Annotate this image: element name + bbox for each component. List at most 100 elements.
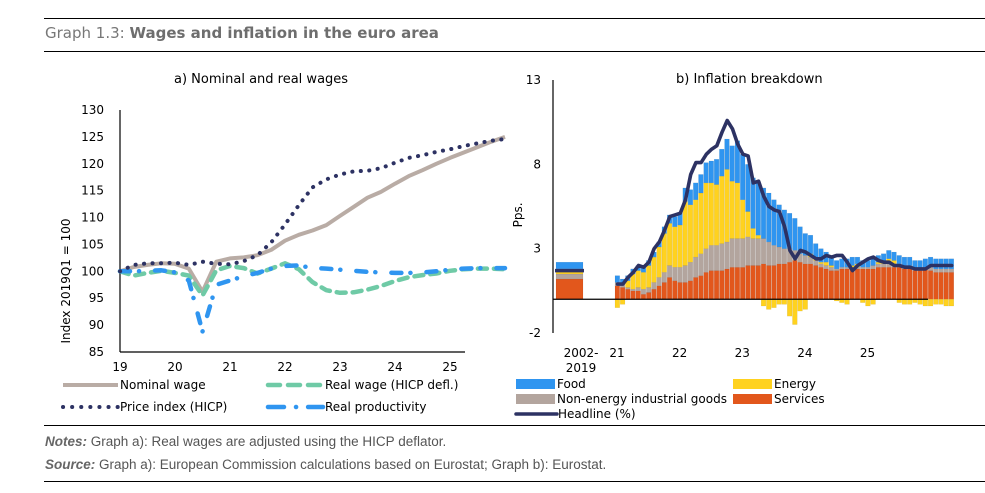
- chart-b-bar-services: [771, 265, 777, 300]
- chart-b-bar-non-energy-industrial-goods: [933, 268, 939, 273]
- chart-b-bar-non-energy-industrial-goods: [948, 268, 955, 273]
- chart-b-bar-food: [802, 233, 808, 256]
- chart-b-bar-services: [849, 268, 855, 300]
- chart-a-y-tick-label: 105: [81, 237, 104, 251]
- chart-b-baseline-bar-services: [555, 278, 584, 300]
- chart-b-bar-services: [687, 280, 694, 300]
- chart-a-legend-label: Real productivity: [325, 400, 426, 414]
- chart-b-bar-services: [938, 272, 944, 300]
- chart-b-bar-energy: [828, 265, 834, 268]
- top-rule: [44, 18, 985, 19]
- source-text: Graph a): European Commission calculatio…: [95, 457, 607, 472]
- chart-b-bar-services: [912, 270, 918, 300]
- chart-b-bar-non-energy-industrial-goods: [672, 267, 678, 281]
- chart-b-bar-energy: [703, 182, 709, 249]
- chart-b-bar-services: [881, 267, 887, 300]
- source-label: Source:: [45, 457, 96, 472]
- chart-b-bar-food: [672, 216, 678, 227]
- chart-b-bar-non-energy-industrial-goods: [713, 245, 720, 271]
- chart-b-legend-label: Food: [557, 377, 586, 391]
- chart-b-bar-services: [708, 270, 714, 300]
- chart-b-legend-swatch: [733, 394, 772, 404]
- chart-b-bar-energy: [917, 299, 923, 305]
- chart-b-bar-non-energy-industrial-goods: [687, 261, 694, 281]
- chart-b-bar-non-energy-industrial-goods: [813, 260, 819, 266]
- chart-b-bar-food: [760, 187, 767, 239]
- chart-b-x-tick-label: 23: [735, 346, 750, 360]
- chart-a-legend-label: Nominal wage: [120, 378, 206, 392]
- chart-b-legend-label: Non-energy industrial goods: [557, 392, 727, 406]
- chart-b-bar-energy: [818, 261, 824, 265]
- chart-b-bar-services: [766, 265, 772, 300]
- chart-b-bar-food: [719, 148, 725, 177]
- chart-b-bar-services: [896, 267, 902, 300]
- chart-b-bar-non-energy-industrial-goods: [766, 241, 772, 266]
- chart-b-bar-energy: [922, 299, 928, 307]
- chart-b-bar-services: [703, 272, 709, 300]
- chart-b-bar-services: [823, 268, 829, 300]
- bottom-rule: [44, 481, 985, 482]
- chart-b-bar-energy: [745, 211, 751, 238]
- chart-b-bar-energy: [792, 299, 798, 325]
- chart-b-bar-non-energy-industrial-goods: [865, 267, 871, 270]
- chart-b-baseline-bar-food: [555, 261, 584, 270]
- chart-b-bar-energy: [625, 280, 631, 288]
- chart-b-bar-services: [677, 282, 683, 300]
- chart-b-bar-non-energy-industrial-goods: [734, 238, 740, 268]
- chart-b-bar-energy: [729, 180, 735, 239]
- chart-b-bar-non-energy-industrial-goods: [703, 248, 709, 273]
- chart-b-bar-food: [750, 177, 756, 229]
- chart-a-y-tick-label: 85: [89, 345, 104, 359]
- chart-b-bar-energy: [776, 299, 782, 305]
- chart-b-bar-services: [698, 275, 704, 300]
- chart-a-y-tick-label: 120: [81, 157, 104, 171]
- chart-b-bar-non-energy-industrial-goods: [698, 253, 704, 276]
- chart-b-bar-services: [943, 272, 949, 300]
- chart-b-bar-food: [745, 164, 751, 212]
- chart-b-bar-food: [891, 251, 897, 261]
- chart-b-bar-energy: [651, 256, 657, 283]
- chart-a-x-tick-label: 24: [387, 360, 402, 374]
- source-line: Source: Graph a): European Commission ca…: [45, 457, 606, 472]
- chart-a-y-tick-label: 95: [89, 291, 104, 305]
- chart-b-bar-services: [651, 288, 657, 300]
- chart-a-x-tick-label: 20: [167, 360, 182, 374]
- chart-b-bar-non-energy-industrial-goods: [771, 245, 777, 266]
- chart-b-bar-services: [787, 261, 793, 300]
- chart-b-bar-non-energy-industrial-goods: [635, 287, 641, 292]
- chart-b-legend-swatch: [516, 394, 555, 404]
- chart-b-bar-services: [870, 268, 876, 300]
- chart-b-bar-services: [792, 260, 798, 300]
- chart-b-bar-non-energy-industrial-goods: [661, 272, 667, 283]
- chart-b-title: b) Inflation breakdown: [676, 72, 823, 87]
- chart-b-bar-non-energy-industrial-goods: [760, 238, 767, 265]
- chart-b-bar-services: [802, 263, 808, 300]
- chart-b-bar-energy: [677, 224, 683, 268]
- chart-b-bar-energy: [755, 234, 761, 239]
- chart-b-x-tick-label: 2002-: [564, 346, 599, 360]
- chart-b-bar-food: [776, 204, 782, 248]
- notes-label: Notes:: [45, 434, 88, 449]
- chart-b-bar-services: [635, 290, 641, 300]
- chart-b-bar-food: [881, 253, 887, 261]
- chart-b-y-tick-label: 8: [533, 157, 541, 171]
- chart-b-bar-non-energy-industrial-goods: [740, 238, 746, 268]
- chart-b-bar-non-energy-industrial-goods: [693, 256, 699, 278]
- notes-text: Graph a): Real wages are adjusted using …: [87, 434, 447, 449]
- chart-a-series-nominal-wage: [119, 135, 506, 294]
- chart-b-bar-services: [729, 267, 735, 300]
- chart-b-bar-food: [834, 260, 840, 270]
- chart-b-bar-energy: [620, 299, 626, 305]
- figure-title: Graph 1.3: Wages and inflation in the eu…: [45, 24, 439, 42]
- chart-b-bar-non-energy-industrial-goods: [938, 268, 944, 273]
- chart-b-bar-energy: [933, 299, 939, 305]
- chart-b-bar-non-energy-industrial-goods: [802, 255, 808, 265]
- chart-b-bar-energy: [907, 299, 913, 305]
- chart-b-bar-energy: [781, 299, 787, 305]
- chart-b-bar-food: [729, 145, 735, 182]
- figure-title-text: Wages and inflation in the euro area: [129, 24, 439, 42]
- chart-b-bar-energy: [713, 184, 720, 246]
- chart-a-x-tick-label: 21: [222, 360, 237, 374]
- chart-b-bar-energy: [719, 175, 725, 244]
